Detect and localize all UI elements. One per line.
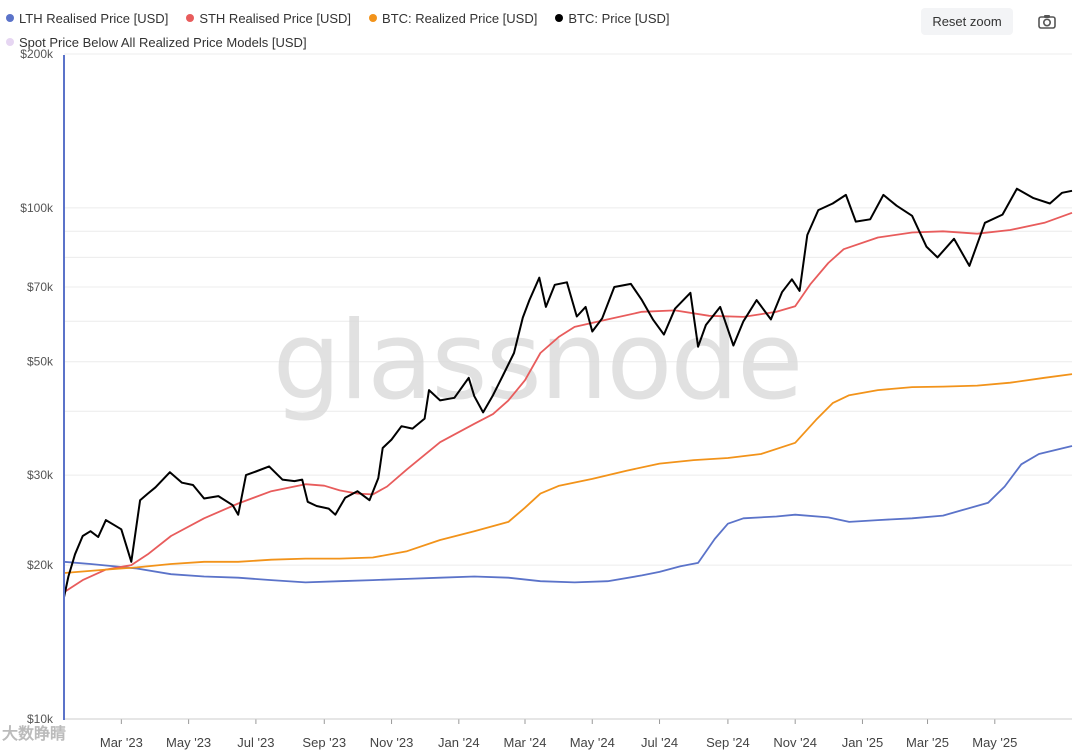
legend-label-sth: STH Realised Price [USD] bbox=[199, 10, 352, 26]
x-tick-label: Mar '25 bbox=[906, 735, 949, 750]
x-tick-label: Nov '23 bbox=[370, 735, 414, 750]
y-tick-label: $30k bbox=[27, 468, 54, 482]
y-tick-label: $20k bbox=[27, 558, 54, 572]
x-tick-label: Mar '24 bbox=[504, 735, 547, 750]
x-axis: Mar '23 May '23 Jul '23 Sep '23 Nov '23 Jan '… bbox=[64, 718, 1072, 750]
x-tick-label: Mar '23 bbox=[100, 735, 143, 750]
legend-label-realized: BTC: Realized Price [USD] bbox=[382, 10, 538, 26]
x-tick-label: Nov '24 bbox=[773, 735, 817, 750]
legend-row-1: LTH Realised Price [USD] STH Realised Pr… bbox=[6, 6, 886, 30]
y-tick-label: $10k bbox=[27, 712, 54, 726]
y-tick-label: $70k bbox=[27, 280, 54, 294]
x-tick-label: Jul '23 bbox=[237, 735, 274, 750]
y-tick-label: $100k bbox=[20, 201, 54, 215]
legend-label-spot-below: Spot Price Below All Realized Price Mode… bbox=[19, 34, 307, 50]
legend-dot-realized bbox=[369, 14, 378, 22]
x-tick-label: Sep '23 bbox=[302, 735, 346, 750]
y-tick-label: $200k bbox=[20, 47, 54, 61]
legend: LTH Realised Price [USD] STH Realised Pr… bbox=[6, 6, 886, 54]
legend-item-sth[interactable]: STH Realised Price [USD] bbox=[186, 11, 351, 26]
legend-item-spot-below[interactable]: Spot Price Below All Realized Price Mode… bbox=[6, 35, 307, 50]
legend-dot-price bbox=[555, 14, 564, 22]
btc-realized-price-line bbox=[63, 373, 1073, 574]
x-tick-label: May '24 bbox=[570, 735, 615, 750]
series-lines bbox=[63, 187, 1073, 598]
legend-item-lth[interactable]: LTH Realised Price [USD] bbox=[6, 11, 168, 26]
legend-label-price: BTC: Price [USD] bbox=[568, 10, 670, 26]
lth-realised-price-line bbox=[63, 445, 1073, 584]
y-axis: $200k $100k $70k $50k $30k $20k $10k bbox=[20, 47, 54, 726]
x-tick-label: Jul '24 bbox=[641, 735, 678, 750]
legend-row-2: Spot Price Below All Realized Price Mode… bbox=[6, 30, 886, 54]
x-tick-label: May '25 bbox=[972, 735, 1017, 750]
legend-dot-sth bbox=[186, 14, 195, 22]
legend-item-realized[interactable]: BTC: Realized Price [USD] bbox=[369, 11, 537, 26]
x-tick-label: Sep '24 bbox=[706, 735, 750, 750]
legend-dot-lth bbox=[6, 14, 14, 22]
legend-label-lth: LTH Realised Price [USD] bbox=[19, 10, 169, 26]
x-tick-label: Jan '25 bbox=[842, 735, 884, 750]
reset-zoom-button[interactable]: Reset zoom bbox=[921, 8, 1013, 35]
sth-realised-price-line bbox=[63, 211, 1073, 594]
watermark-text: glassnode bbox=[273, 299, 802, 424]
y-tick-label: $50k bbox=[27, 355, 54, 369]
legend-dot-spot-below bbox=[6, 38, 14, 46]
btc-price-line bbox=[63, 187, 1073, 598]
x-tick-label: Jan '24 bbox=[438, 735, 480, 750]
x-tick-label: May '23 bbox=[166, 735, 211, 750]
camera-icon[interactable] bbox=[1037, 12, 1057, 32]
legend-item-price[interactable]: BTC: Price [USD] bbox=[555, 11, 669, 26]
corner-watermark: 大数睁睛 bbox=[2, 726, 67, 743]
